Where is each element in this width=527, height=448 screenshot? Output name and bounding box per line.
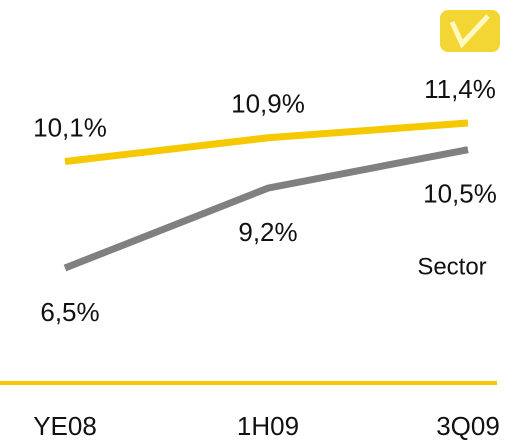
data-label: 6,5% [40, 297, 99, 327]
series-line [64, 119, 469, 165]
x-tick-label: 1H09 [237, 411, 299, 441]
data-label: 10,5% [423, 179, 497, 209]
data-label: 11,4% [424, 74, 496, 104]
data-label: 9,2% [238, 217, 297, 247]
series-line [63, 146, 469, 272]
x-tick-label: 3Q09 [436, 411, 500, 441]
x-tick-label: YE08 [33, 411, 97, 441]
series-name: Sector [417, 253, 486, 280]
logo [440, 10, 500, 52]
data-label: 10,1% [33, 112, 107, 142]
data-label: 10,9% [231, 89, 305, 119]
